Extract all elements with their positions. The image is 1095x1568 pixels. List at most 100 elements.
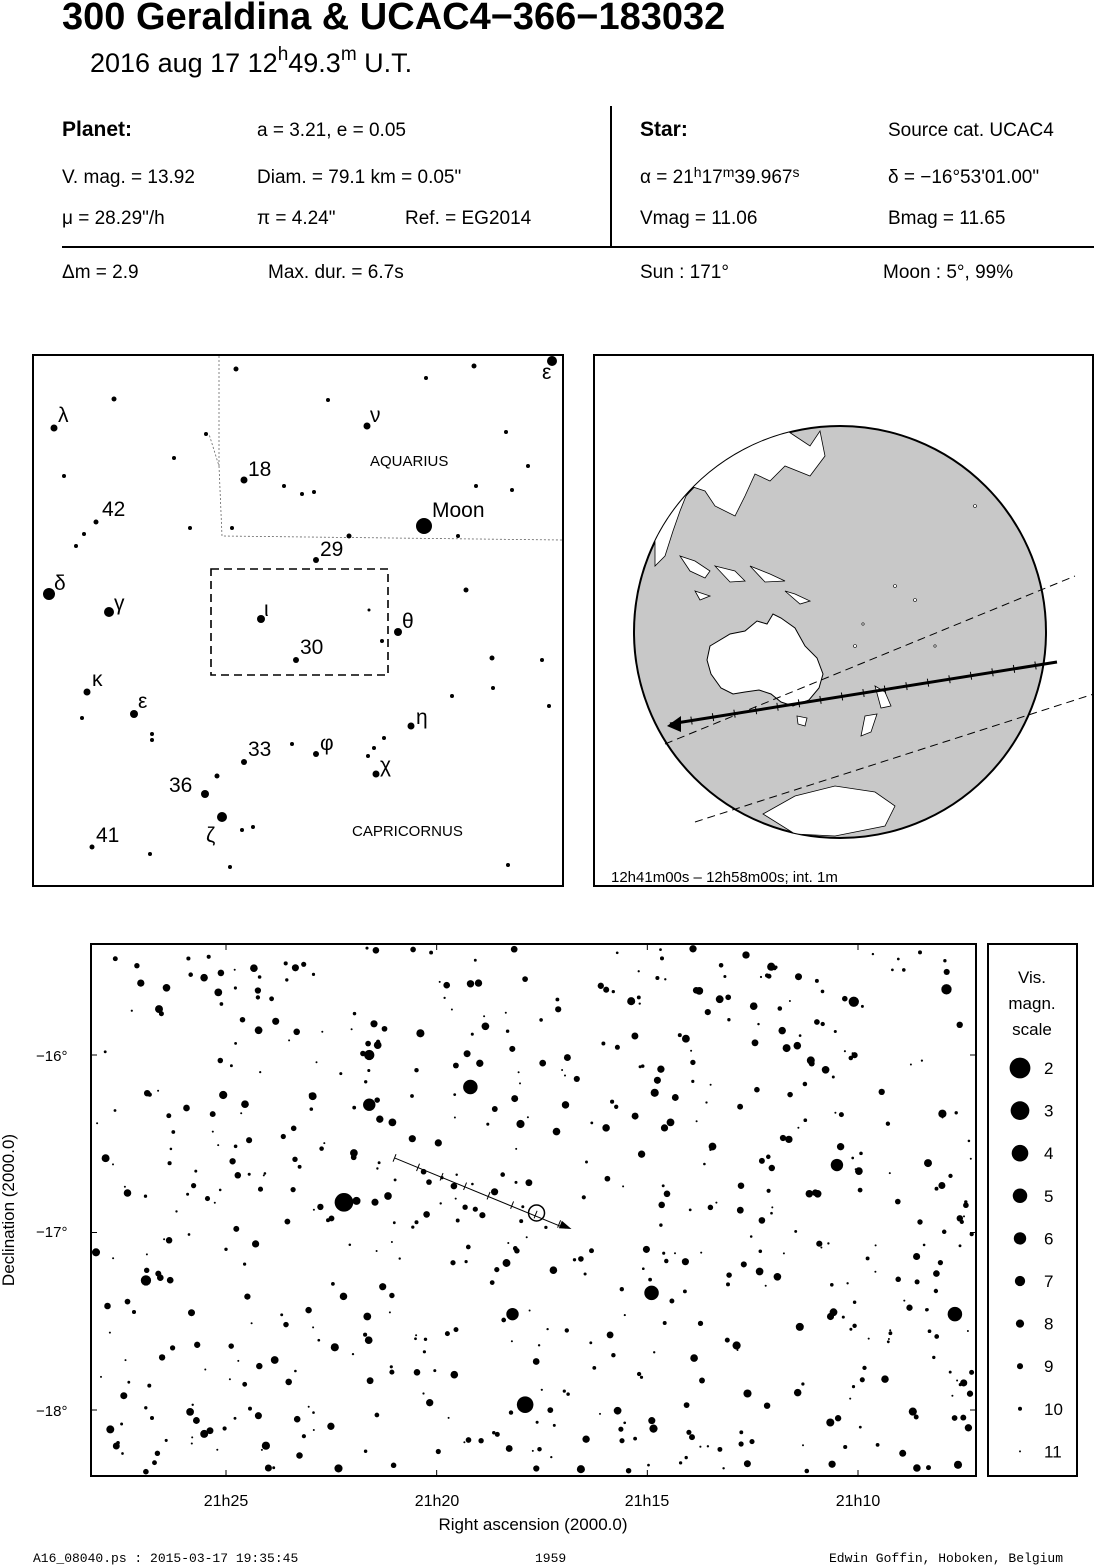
field-star — [653, 1351, 656, 1354]
field-star — [743, 1460, 751, 1468]
field-star — [237, 1359, 240, 1362]
field-star — [934, 1186, 939, 1191]
field-star — [655, 975, 660, 981]
antarctica — [762, 785, 896, 837]
field-star — [802, 1081, 808, 1087]
field-star — [966, 1390, 974, 1397]
field-star — [862, 1365, 867, 1371]
field-star — [233, 986, 237, 990]
field-star — [510, 1340, 513, 1343]
star-delta — [43, 588, 55, 600]
field-star — [537, 1344, 541, 1347]
field-star — [814, 1019, 820, 1025]
field-star — [615, 951, 619, 955]
field-star — [926, 1465, 931, 1471]
field-star — [106, 1425, 115, 1434]
field-star — [788, 1000, 791, 1002]
field-star — [767, 962, 776, 971]
field-star — [297, 1164, 302, 1169]
field-star — [954, 1111, 958, 1115]
path-tick — [557, 1220, 562, 1228]
bright-star — [364, 1049, 375, 1061]
field-star — [875, 1443, 880, 1447]
label-41: 41 — [96, 824, 119, 847]
field-star — [453, 1327, 459, 1333]
field-star — [749, 1002, 758, 1011]
label-iota: ι — [264, 598, 269, 621]
field-star — [515, 1147, 518, 1150]
field-star — [217, 1057, 224, 1064]
field-star — [766, 1188, 771, 1193]
field-star — [233, 1225, 240, 1232]
field-star — [889, 1329, 892, 1332]
field-star — [836, 1143, 845, 1151]
field-star — [492, 1430, 496, 1435]
field-star — [749, 1439, 755, 1445]
field-star — [692, 986, 700, 994]
field-star — [100, 1375, 102, 1378]
field-star — [143, 1089, 151, 1097]
field-star — [166, 1113, 172, 1119]
sun-elongation: Sun : 171° — [640, 262, 729, 283]
field-star — [352, 1196, 361, 1205]
field-star — [969, 1157, 972, 1160]
legend-dot — [1019, 1450, 1021, 1453]
field-star — [465, 1437, 472, 1443]
field-star — [549, 1266, 558, 1274]
date-text: 2016 aug 17 12 — [90, 48, 278, 78]
field-star — [229, 1064, 233, 1068]
field-star — [113, 1109, 117, 1112]
field-star — [758, 1249, 763, 1254]
field-star — [706, 1445, 710, 1448]
globe-time-tick — [862, 688, 865, 698]
field-star — [678, 1461, 683, 1465]
field-star — [454, 1197, 457, 1200]
header-divider-vertical — [610, 106, 612, 248]
moon-dot — [416, 518, 432, 534]
field-star — [239, 1016, 246, 1023]
aquarius-label: AQUARIUS — [370, 453, 448, 470]
field-star — [284, 1218, 291, 1225]
field-star — [392, 1221, 396, 1225]
south-limit-line — [694, 694, 1092, 823]
field-star — [858, 1425, 862, 1429]
field-star — [509, 1045, 516, 1052]
field-star — [190, 1442, 193, 1445]
field-star — [827, 1242, 830, 1245]
field-star — [508, 1410, 514, 1415]
planet-heading: Planet: — [62, 118, 133, 141]
field-star — [544, 1225, 548, 1230]
magnitude-legend — [987, 943, 1078, 1477]
globe-time-tick — [905, 682, 908, 691]
field-star — [167, 1161, 172, 1166]
field-star — [293, 1415, 301, 1423]
field-star — [453, 1093, 457, 1096]
label-epsilon: ε — [138, 690, 147, 713]
label-gamma: γ — [114, 592, 125, 615]
field-star — [143, 1468, 149, 1475]
field-star — [450, 1182, 458, 1190]
field-star — [519, 1082, 521, 1085]
field-star — [489, 1280, 495, 1285]
field-star — [217, 969, 225, 977]
field-star — [254, 1412, 262, 1420]
field-of-view-box — [210, 568, 389, 676]
field-star — [410, 1094, 414, 1098]
field-star — [246, 1137, 253, 1144]
field-star — [194, 1341, 201, 1348]
field-star — [859, 1377, 865, 1383]
bright-star — [644, 1285, 659, 1301]
field-star — [453, 1116, 456, 1119]
field-star — [611, 1352, 616, 1358]
field-star — [814, 978, 819, 983]
field-star — [516, 1119, 525, 1129]
field-star — [623, 1314, 626, 1317]
field-star — [718, 963, 724, 968]
field-star — [913, 1414, 919, 1420]
field-star — [532, 1358, 540, 1365]
field-star — [104, 1302, 111, 1310]
field-star — [323, 1142, 326, 1145]
field-star — [737, 1103, 744, 1110]
field-star — [145, 1253, 148, 1256]
field-star — [798, 1034, 802, 1037]
